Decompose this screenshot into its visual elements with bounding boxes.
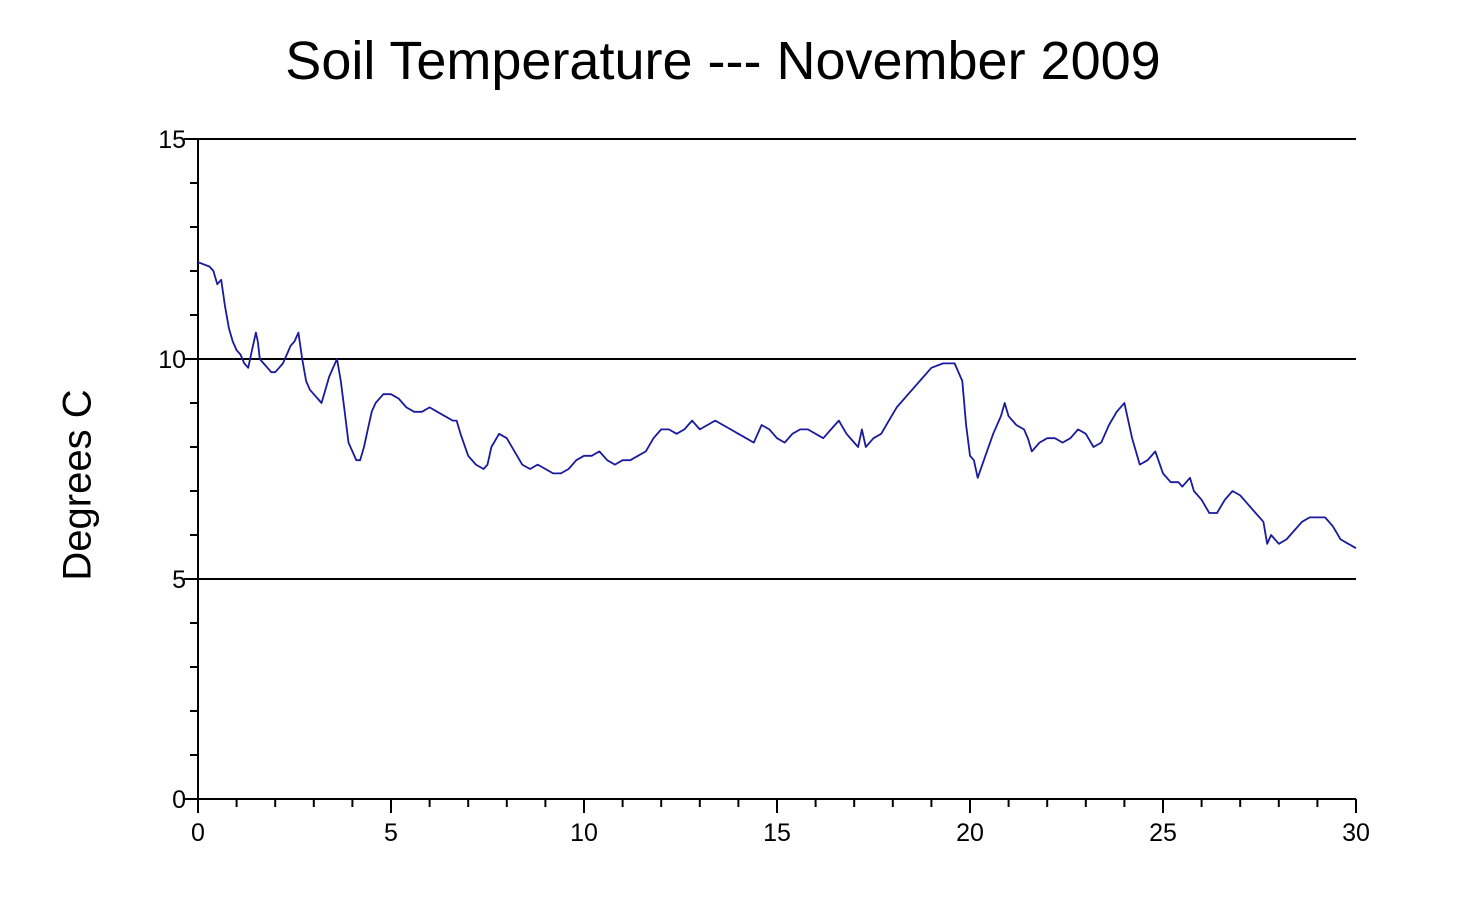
y-tick-label-10: 10 [158,346,186,374]
axes [197,139,1356,800]
x-tick-label-30: 30 [1342,819,1370,847]
y-tick-label-15: 15 [158,126,186,154]
chart-title: Soil Temperature --- November 2009 [285,31,1161,91]
y-tick-label-5: 5 [172,566,186,594]
x-tick-label-10: 10 [570,819,598,847]
series-line-0 [197,261,1357,549]
x-tick-label-0: 0 [191,819,205,847]
x-tick-label-5: 5 [384,819,398,847]
x-tick-label-15: 15 [763,819,791,847]
x-tick-label-25: 25 [1149,819,1177,847]
y-tick-label-0: 0 [172,786,186,814]
ticks [184,138,1357,813]
x-tick-label-20: 20 [956,819,984,847]
tick-labels: 0 5 10 15 0 5 10 15 20 25 30 [158,126,1370,847]
gridlines [198,138,1356,580]
series [197,261,1357,549]
